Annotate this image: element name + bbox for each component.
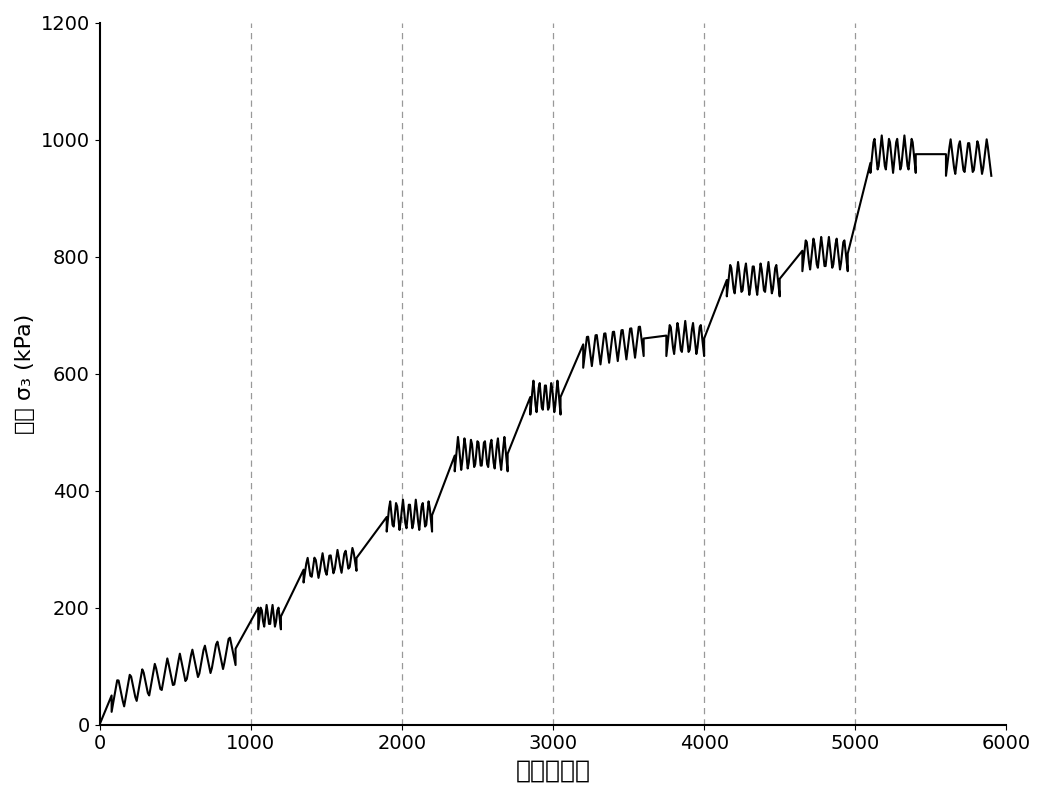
Y-axis label: 围压 σ₃ (kPa): 围压 σ₃ (kPa) bbox=[15, 314, 35, 434]
X-axis label: 加载点个数: 加载点个数 bbox=[516, 759, 591, 783]
